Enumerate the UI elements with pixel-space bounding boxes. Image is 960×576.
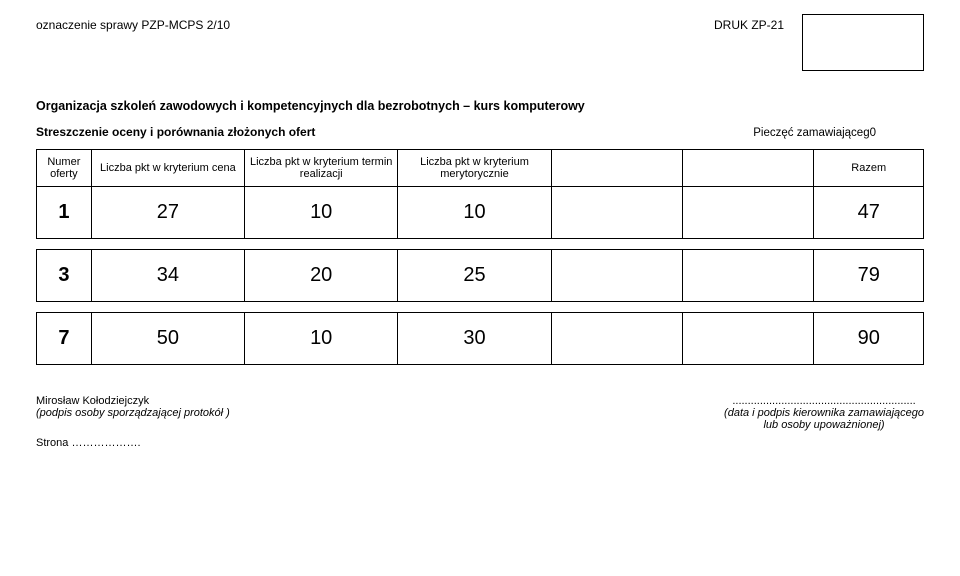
table-cell bbox=[551, 313, 682, 365]
signer-note: (podpis osoby sporządzającej protokół ) bbox=[36, 407, 230, 419]
offers-table: Numer oferty Liczba pkt w kryterium cena… bbox=[36, 149, 924, 365]
table-row: 127101047 bbox=[37, 187, 924, 239]
table-cell: 10 bbox=[245, 187, 398, 239]
signer-name: Mirosław Kołodziejczyk bbox=[36, 395, 230, 407]
table-row: 7501030 90 bbox=[37, 313, 924, 365]
table-cell: 79 bbox=[814, 250, 924, 302]
col-blank-2 bbox=[683, 150, 814, 187]
table-cell: 30 bbox=[398, 313, 551, 365]
table-header-row: Numer oferty Liczba pkt w kryterium cena… bbox=[37, 150, 924, 187]
document-title: Organizacja szkoleń zawodowych i kompete… bbox=[36, 99, 585, 113]
table-cell bbox=[683, 313, 814, 365]
form-id: DRUK ZP-21 bbox=[714, 18, 784, 32]
table-cell: 1 bbox=[37, 187, 92, 239]
col-number: Numer oferty bbox=[37, 150, 92, 187]
col-blank-1 bbox=[551, 150, 682, 187]
approval-note-2: lub osoby upoważnionej) bbox=[724, 419, 924, 431]
approval-note-1: (data i podpis kierownika zamawiającego bbox=[724, 407, 924, 419]
case-designation: oznaczenie sprawy PZP-MCPS 2/10 bbox=[36, 18, 230, 32]
footer-left: Mirosław Kołodziejczyk (podpis osoby spo… bbox=[36, 395, 230, 449]
table-cell: 10 bbox=[245, 313, 398, 365]
stamp-label: Pieczęć zamawiająceg0 bbox=[753, 127, 924, 139]
table-cell bbox=[683, 250, 814, 302]
table-cell: 7 bbox=[37, 313, 92, 365]
table-cell: 25 bbox=[398, 250, 551, 302]
col-term: Liczba pkt w kryterium termin realizacji bbox=[245, 150, 398, 187]
table-cell bbox=[683, 187, 814, 239]
col-total: Razem bbox=[814, 150, 924, 187]
page-number: Strona ………………. bbox=[36, 437, 230, 449]
approval-dots: ........................................… bbox=[724, 395, 924, 407]
document-subtitle: Streszczenie oceny i porównania złożonyc… bbox=[36, 125, 585, 139]
table-row: 3342025 79 bbox=[37, 250, 924, 302]
table-cell: 50 bbox=[91, 313, 244, 365]
table-cell: 34 bbox=[91, 250, 244, 302]
seal-placeholder-box bbox=[802, 14, 924, 71]
table-cell: 47 bbox=[814, 187, 924, 239]
footer-right: ........................................… bbox=[724, 395, 924, 449]
table-cell: 10 bbox=[398, 187, 551, 239]
col-merit: Liczba pkt w kryterium merytorycznie bbox=[398, 150, 551, 187]
table-cell bbox=[551, 250, 682, 302]
col-price: Liczba pkt w kryterium cena bbox=[91, 150, 244, 187]
table-cell: 90 bbox=[814, 313, 924, 365]
table-cell bbox=[551, 187, 682, 239]
table-cell: 3 bbox=[37, 250, 92, 302]
table-cell: 20 bbox=[245, 250, 398, 302]
table-cell: 27 bbox=[91, 187, 244, 239]
